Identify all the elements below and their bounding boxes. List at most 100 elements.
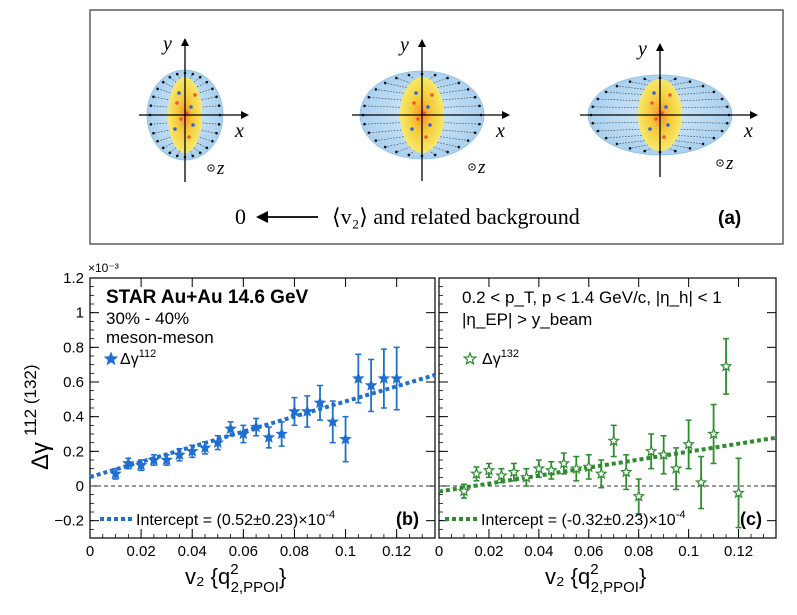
flow-arrow-head (407, 153, 411, 157)
y-axis-label: Δγ 112 (132) (21, 364, 54, 470)
x-axis-label-b-sub: 2,PPOI (231, 579, 279, 596)
flow-arrow (606, 91, 645, 96)
x-axis-arrow (502, 111, 510, 119)
particle (177, 91, 181, 95)
particle (187, 135, 191, 139)
flow-arrow-head (604, 136, 608, 140)
particle (414, 91, 418, 95)
x-axis-label-b: v₂ {q2 2,PPOI} (185, 561, 286, 596)
x-axis-label-b-sup: 2 (230, 561, 238, 578)
particle (179, 117, 183, 121)
y-tick-label: 1.2 (63, 270, 84, 287)
x-tick-label: 0.08 (624, 543, 653, 560)
flow-arrow (672, 140, 704, 145)
z-axis-dot (471, 166, 473, 168)
particle (175, 101, 179, 105)
flow-arrow-head (712, 136, 716, 140)
flow-arrow (198, 96, 217, 101)
flow-arrow-head (217, 104, 221, 107)
flow-arrow (199, 122, 220, 125)
y-axis-label-sup: 112 (132) (21, 364, 40, 436)
flow-arrow-head (674, 149, 677, 153)
flow-arrow-head (363, 104, 366, 108)
data-point (173, 448, 186, 461)
flow-arrow-head (712, 90, 716, 94)
flow-arrow (679, 121, 728, 124)
data-point (470, 467, 483, 480)
particle (193, 93, 197, 97)
x-axis-label-c-main: v₂ {q (545, 564, 590, 589)
cartoon-1: x y z (139, 33, 249, 182)
flow-arrow-head (149, 123, 153, 126)
flow-arrow-head (473, 95, 477, 99)
flow-arrow (169, 76, 179, 85)
data-point (619, 465, 633, 478)
flow-arrow-head (720, 97, 724, 101)
flow-arrow-head (643, 77, 646, 81)
panel-c-fit-exp: -4 (676, 509, 686, 521)
panel-c-fit-main: Intercept = (-0.32±0.23)×10 (481, 512, 676, 529)
data-point (644, 444, 658, 457)
particle (191, 123, 195, 127)
flow-arrow-head (615, 142, 619, 146)
flow-arrow (199, 105, 220, 108)
flow-arrow-head (168, 75, 172, 79)
data-point (109, 467, 122, 480)
flow-arrow (194, 141, 207, 149)
flow-arrow (375, 136, 407, 141)
data-point (694, 475, 708, 488)
flow-arrow-head (674, 77, 677, 81)
particle (173, 127, 177, 131)
flow-arrow-head (198, 75, 202, 79)
flow-arrow (644, 146, 656, 152)
flow-arrow (616, 140, 648, 145)
y-axis-name: y (636, 38, 647, 60)
flow-arrow (157, 88, 174, 94)
panel-b-points (109, 346, 403, 480)
data-point (682, 437, 695, 450)
data-point (557, 456, 571, 469)
flow-arrow (191, 145, 201, 154)
panel-b-fit-main: Intercept = (0.52±0.23)×10 (136, 512, 325, 529)
data-point (262, 430, 276, 443)
flow-arrow (426, 74, 436, 82)
flow-arrow-head (688, 147, 692, 150)
flow-arrow (437, 89, 469, 94)
data-point (364, 378, 378, 391)
flow-arrow-head (446, 150, 449, 154)
data-point (326, 415, 340, 428)
panel-c-kinematics-2: |η_EP| > y_beam (462, 310, 592, 329)
particle (412, 101, 416, 105)
panel-b-fit-line (89, 373, 436, 479)
flow-arrow (163, 81, 176, 89)
x-axis-label-c-sup: 2 (590, 561, 598, 578)
panel-c-points (457, 337, 745, 529)
panel-b-legend-sup: 112 (139, 348, 157, 360)
flow-arrow-head (175, 72, 179, 76)
data-point (300, 404, 314, 417)
flow-arrow-head (156, 87, 159, 91)
flow-arrow (191, 76, 201, 85)
y-tick-label: 1 (76, 305, 84, 322)
flow-arrow-head (725, 121, 729, 125)
flow-arrow (364, 122, 403, 125)
x-tick-label: 0.1 (678, 543, 699, 560)
data-point (122, 456, 135, 469)
particle (189, 105, 193, 109)
flow-arrow (157, 136, 174, 142)
flow-arrow (675, 91, 714, 96)
x-axis-name: x (234, 120, 244, 142)
z-axis-name: z (477, 157, 486, 178)
flow-arrow (385, 82, 410, 89)
y-axis-arrow (656, 43, 664, 51)
y-exponent: ×10⁻³ (88, 261, 119, 275)
y-tick-label: 0.2 (63, 443, 84, 460)
flow-arrow-head (205, 146, 209, 150)
particle (668, 93, 672, 97)
flow-arrow-head (152, 95, 155, 99)
flow-arrow (153, 129, 172, 134)
flow-arrow (196, 88, 213, 94)
flow-arrow-head (383, 81, 387, 85)
